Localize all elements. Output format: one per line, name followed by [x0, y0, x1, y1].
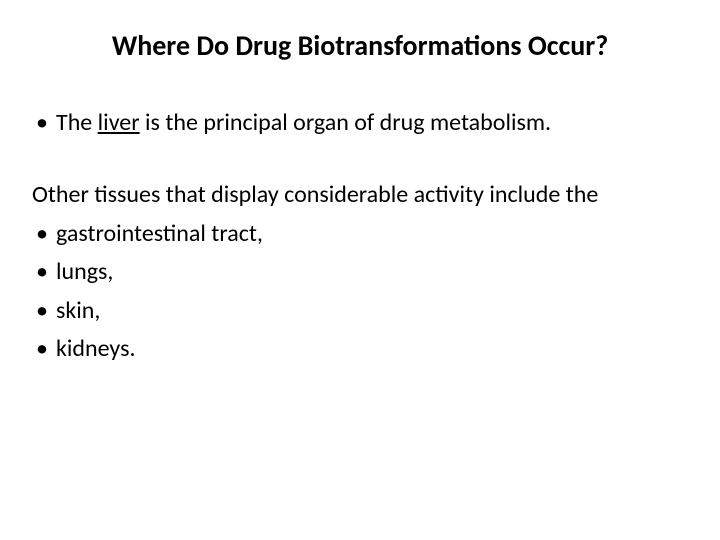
bullet-dot-icon: •	[32, 295, 56, 327]
bullet-dot-icon: •	[32, 256, 56, 288]
list-item: • skin,	[32, 295, 688, 327]
list-item-label: gastrointestinal tract,	[56, 218, 688, 250]
list-item: • gastrointestinal tract,	[32, 218, 688, 250]
bullet-dot-icon: •	[32, 107, 56, 139]
intro-bullet: • The liver is the principal organ of dr…	[32, 107, 688, 139]
bullet-dot-icon: •	[32, 333, 56, 365]
intro-text: The liver is the principal organ of drug…	[56, 107, 688, 139]
lead-paragraph: Other tissues that display considerable …	[32, 179, 688, 211]
list-item-label: lungs,	[56, 256, 688, 288]
intro-text-pre: The	[56, 108, 98, 137]
slide-title: Where Do Drug Biotransformations Occur?	[32, 28, 688, 63]
list-item-label: skin,	[56, 295, 688, 327]
list-item: • lungs,	[32, 256, 688, 288]
bullet-dot-icon: •	[32, 218, 56, 250]
list-item-label: kidneys.	[56, 333, 688, 365]
intro-text-underlined: liver	[98, 108, 140, 137]
tissue-bullet-list: • gastrointestinal tract, • lungs, • ski…	[32, 218, 688, 366]
slide: { "title": "Where Do Drug Biotransformat…	[0, 0, 720, 540]
slide-body: • The liver is the principal organ of dr…	[32, 107, 688, 365]
intro-text-post: is the principal organ of drug metabolis…	[140, 108, 551, 137]
list-item: • kidneys.	[32, 333, 688, 365]
